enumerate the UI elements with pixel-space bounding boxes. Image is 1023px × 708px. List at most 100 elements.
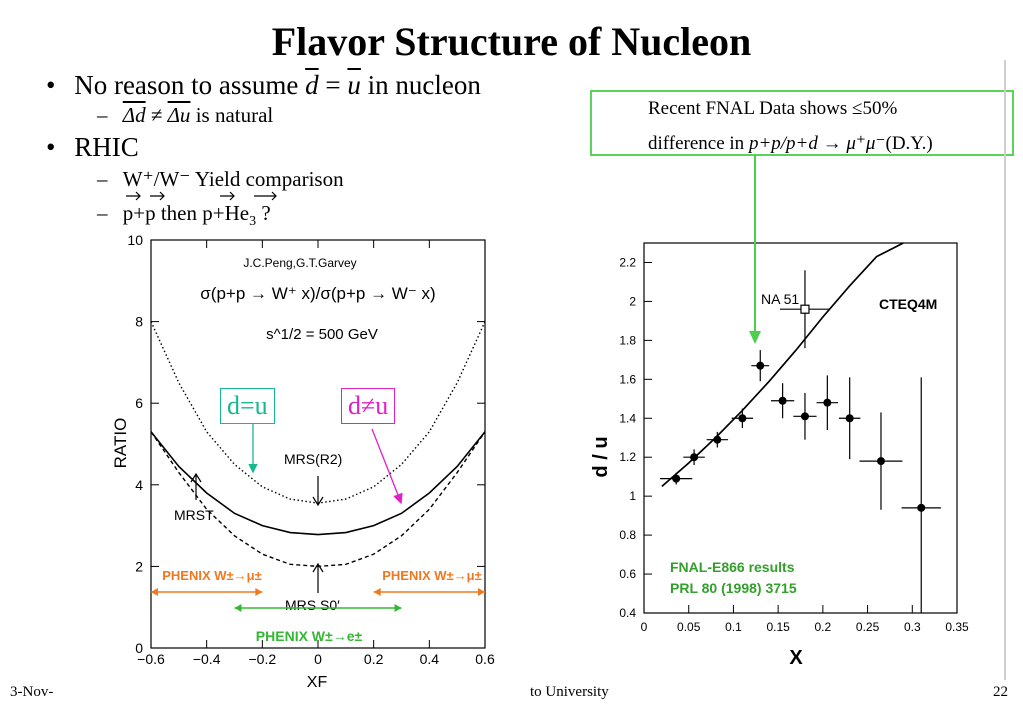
e866-point (672, 474, 681, 483)
sub-bullet-1-dd: Δd (122, 103, 146, 127)
x-tick-label: −0.6 (137, 651, 165, 667)
y-tick-label: 2 (629, 294, 636, 308)
x-tick-label: 0.2 (364, 651, 384, 667)
mrss0-label: MRS S0′ (285, 597, 340, 613)
bullet-1: • No reason to assume d = u in nucleon (46, 70, 481, 101)
dash-icon: – (97, 167, 108, 191)
y-tick-label: 1 (629, 489, 636, 503)
ratio-chart-ylabel: RATIO (111, 418, 130, 469)
x-tick-label: 0 (314, 651, 322, 667)
sub-bullet-3: – p+p then p+He3 ? (97, 201, 271, 230)
e866-point (800, 412, 809, 421)
ratio-chart: −0.6 −0.4 −0.2 0 0.2 0.4 0.6 0 2 4 6 8 10 J.C.Peng,G… (111, 232, 495, 691)
e866-point (738, 414, 747, 423)
bullet-dot: • (46, 70, 56, 100)
x-tick-label: 0.25 (856, 620, 880, 634)
phenix-mid-label: PHENIX W±→e± (256, 628, 363, 644)
sub-bullet-2: – W⁺/W⁻ Yield comparison (97, 167, 344, 192)
x-tick-label: 0.1 (725, 620, 742, 634)
ratio-chart-title: σ(p+p → W⁺ x)/σ(p+p → W⁻ x) (200, 284, 435, 303)
phenix-range-arrowhead (255, 588, 263, 596)
curve-label-arrows (190, 472, 324, 593)
y-tick-label: 4 (135, 477, 143, 493)
dbar-ubar-ticks: 0 0.05 0.1 0.15 0.2 0.25 0.3 0.35 0.4 0.6 0.8 1 1.2 1… (619, 255, 969, 634)
y-tick-label: 0.4 (619, 606, 636, 620)
dbar-ubar-chart: 0 0.05 0.1 0.15 0.2 0.25 0.3 0.35 0.4 0.6 0.8 1 1.2 1… (590, 242, 969, 669)
y-tick-label: 6 (135, 395, 143, 411)
d-neq-u-label: d≠u (341, 388, 396, 424)
sub-bullet-1: – Δd ≠ Δu is natural (97, 103, 273, 128)
fnal-legend-line-2: PRL 80 (1998) 3715 (670, 580, 797, 596)
sub-bullet-1-neq: ≠ (145, 103, 168, 127)
y-tick-label: 8 (135, 314, 143, 330)
slide-right-rule (1004, 60, 1006, 680)
x-tick-label: 0 (641, 620, 648, 634)
y-tick-label: 0.8 (619, 528, 636, 542)
x-tick-label: 0.05 (677, 620, 701, 634)
ratio-chart-credit: J.C.Peng,G.T.Garvey (243, 256, 356, 270)
cteq4m-label: CTEQ4M (879, 296, 937, 312)
e866-point (876, 457, 885, 466)
x-tick-label: 0.6 (475, 651, 495, 667)
mrst-label: MRST (174, 507, 214, 523)
e866-point (756, 361, 765, 370)
phenix-range-arrowhead (373, 588, 381, 596)
annotation-arrows (248, 423, 403, 505)
phenix-range-arrowhead (394, 604, 402, 612)
y-tick-label: 1.4 (619, 411, 636, 425)
x-tick-label: 0.35 (945, 620, 969, 634)
fnal-box-line-2-pre: difference in (648, 133, 749, 154)
ratio-chart-curves (150, 321, 486, 568)
y-tick-label: 0.6 (619, 567, 636, 581)
na51-label: NA 51 (761, 291, 799, 307)
bullet-1-pre: No reason to assume (74, 70, 306, 100)
fnal-legend-line-1: FNAL-E866 results (670, 559, 795, 575)
fnal-box-line-2: difference in p+p/p+d → μ⁺μ⁻(D.Y.) (648, 132, 933, 155)
footer-institution: to University (530, 684, 609, 700)
fnal-box-line-2-post: (D.Y.) (885, 133, 933, 154)
vector-arrows (126, 191, 277, 201)
e866-point (823, 398, 832, 407)
footer-date: 3-Nov- (10, 684, 54, 700)
ratio-chart-ticks: −0.6 −0.4 −0.2 0 0.2 0.4 0.6 0 2 4 6 8 10 (127, 232, 495, 667)
sub-bullet-1-du: Δu (167, 103, 191, 127)
y-tick-label: 1.8 (619, 333, 636, 347)
phenix-ranges (151, 588, 485, 612)
curve-mrst (150, 431, 486, 536)
x-tick-label: −0.4 (193, 651, 221, 667)
fnal-callout-box: Recent FNAL Data shows ≤50% difference i… (590, 90, 1014, 156)
dbar-ubar-frame (643, 242, 958, 614)
dbar-ubar-data (660, 242, 941, 613)
ratio-chart-xlabel: XF (307, 674, 328, 691)
ratio-chart-subtitle: s^1/2 = 500 GeV (266, 326, 378, 343)
e866-point (778, 396, 787, 405)
e866-point (713, 435, 722, 444)
na51-point (800, 304, 810, 314)
y-tick-label: 1.2 (619, 450, 636, 464)
y-tick-label: 2 (135, 558, 143, 574)
phenix-range-arrowhead (478, 588, 485, 596)
sub-bullet-3-sub: 3 (249, 214, 257, 230)
bullet-dot: • (46, 132, 56, 162)
sub-bullet-3-post: ? (256, 201, 271, 225)
e866-point (845, 414, 854, 423)
y-tick-label: 2.2 (619, 255, 636, 269)
sub-bullet-2-text: W⁺/W⁻ Yield comparison (122, 167, 344, 191)
cteq4m-curve (661, 242, 904, 488)
bullet-2-text: RHIC (74, 132, 139, 162)
x-tick-label: 0.2 (815, 620, 832, 634)
phenix-range-arrowhead (234, 604, 242, 612)
phenix-range-arrowhead (151, 588, 158, 596)
x-tick-label: 0.3 (904, 620, 921, 634)
bullet-2: • RHIC (46, 132, 139, 163)
d-equals-u-label: d=u (220, 388, 275, 424)
dash-icon: – (97, 201, 108, 225)
x-tick-label: 0.15 (766, 620, 790, 634)
curve-mrs-r2- (150, 321, 486, 504)
dash-icon: – (97, 103, 108, 127)
fnal-box-line-1: Recent FNAL Data shows ≤50% (648, 98, 898, 119)
e866-point (690, 453, 699, 462)
y-tick-label: 10 (127, 232, 143, 248)
slide-title: Flavor Structure of Nucleon (271, 19, 752, 64)
e866-point (917, 503, 926, 512)
